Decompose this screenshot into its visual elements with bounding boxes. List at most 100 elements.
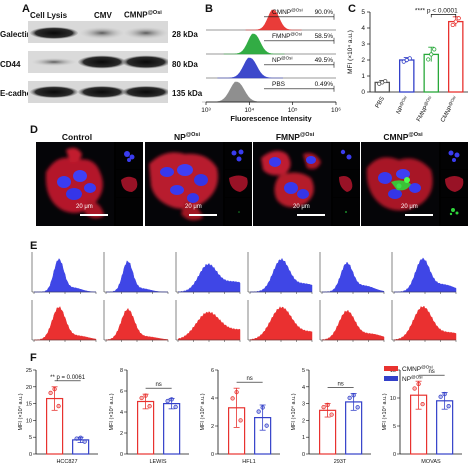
blot-image — [28, 21, 168, 103]
data-point — [234, 389, 239, 395]
y-tick-label: 5 — [393, 424, 396, 430]
track-label: PBS — [272, 81, 286, 88]
legend-label: NP@Osi — [402, 375, 422, 383]
y-axis-title: MFI (×10⁴ a.u.) — [199, 393, 206, 430]
x-tick-label: 10⁵ — [288, 107, 298, 114]
significance-label: ns — [246, 376, 252, 382]
y-tick-label: 2 — [361, 57, 365, 64]
micro-image-cmnp: 20 μm — [361, 142, 468, 226]
histogram-cmnp — [177, 311, 241, 341]
y-tick-label: 0 — [29, 452, 32, 458]
data-point — [351, 393, 356, 398]
data-point — [404, 57, 409, 63]
data-point — [355, 405, 360, 410]
kda-cd44: 80 kDa — [172, 60, 198, 69]
panel-label-d: D — [30, 124, 38, 136]
data-point — [416, 381, 421, 387]
micro-title-fmnp: FMNP@Osi — [275, 132, 315, 142]
y-tick-label: 5 — [29, 435, 32, 441]
bar — [136, 400, 155, 455]
y-tick-label: 10 — [390, 396, 396, 402]
data-point — [82, 439, 87, 444]
panel-label-f: F — [30, 352, 37, 364]
x-tick-label: CMNP@Osi — [438, 95, 459, 122]
y-tick-label: 15 — [26, 402, 32, 408]
data-point — [260, 405, 265, 410]
x-category-label: 293T — [334, 459, 347, 465]
data-point — [165, 398, 170, 404]
data-point — [52, 387, 57, 392]
bar — [163, 402, 181, 455]
histogram-cmnp — [249, 306, 313, 341]
data-point — [173, 404, 178, 410]
data-point — [74, 436, 79, 441]
x-tick-label: FMNP@Osi — [414, 95, 435, 122]
y-tick-label: 2 — [211, 424, 214, 430]
track-percent: 49.5% — [315, 57, 334, 64]
x-category-label: HCC827 — [56, 459, 77, 465]
data-point — [238, 418, 243, 423]
y-tick-label: 4 — [120, 410, 123, 416]
track-label: CMNP@Osi — [272, 8, 303, 16]
y-tick-label: 0 — [120, 452, 123, 458]
y-axis-title: MFI (×10⁴ a.u.) — [381, 393, 388, 430]
x-tick-label: 10⁶ — [331, 107, 341, 114]
y-tick-label: 6 — [120, 389, 123, 395]
bar — [398, 59, 415, 93]
significance-label: ** p = 0.0061 — [50, 375, 86, 381]
data-point — [143, 393, 148, 398]
data-point — [432, 47, 437, 52]
x-category-label: HFL1 — [242, 459, 255, 465]
micro-image-fmnp: 20 μm — [253, 142, 360, 226]
panel-label-c: C — [348, 3, 356, 15]
col-label-cell-lysis: Cell Lysis — [30, 11, 68, 20]
scale-bar — [80, 214, 108, 216]
data-point — [321, 404, 326, 410]
micro-title-np: NP@Osi — [173, 132, 201, 142]
y-tick-label: 4 — [211, 396, 214, 402]
kda-galectin3: 28 kDa — [172, 30, 198, 39]
row-label-cd44: CD44 — [0, 60, 21, 69]
data-point — [48, 390, 53, 396]
y-tick-label: 5 — [302, 368, 305, 374]
histogram-np — [105, 260, 168, 293]
y-tick-label: 2 — [120, 431, 123, 437]
x-tick-label: 10³ — [201, 107, 211, 114]
data-point — [139, 395, 144, 401]
panel-label-e: E — [30, 240, 38, 252]
row-label-ecadherin: E-cadherin — [0, 89, 42, 98]
data-point — [264, 423, 269, 428]
histogram-cmnp — [393, 305, 457, 341]
data-point — [383, 78, 388, 84]
panel-e-flow-histograms — [31, 252, 457, 342]
legend-swatch — [384, 366, 398, 371]
data-point — [78, 435, 83, 440]
data-point — [442, 391, 447, 397]
x-axis-title: Fluorescence Intensity — [230, 114, 312, 122]
kda-ecadherin: 135 kDa — [172, 89, 203, 98]
y-axis-title: MFI (×10⁴ a.u.) — [18, 393, 24, 430]
y-tick-label: 0 — [211, 452, 214, 458]
data-point — [438, 394, 443, 399]
y-tick-label: 2 — [302, 418, 305, 424]
y-tick-label: 3 — [361, 41, 365, 48]
histogram-np — [393, 257, 457, 293]
panel-label-b: B — [205, 3, 213, 15]
data-point — [426, 57, 431, 62]
y-tick-label: 20 — [26, 385, 32, 391]
data-point — [446, 404, 451, 409]
track-percent: 90.0% — [315, 9, 334, 16]
data-point — [453, 19, 458, 24]
y-tick-label: 1 — [361, 73, 365, 80]
significance-bracket — [430, 14, 457, 18]
x-tick-label: PBS — [375, 96, 386, 109]
legend-swatch — [384, 376, 398, 381]
legend-label: CMNP@Osi — [402, 365, 433, 373]
histogram-np — [33, 258, 97, 293]
col-label-cmnp-osi: CMNP@Osi — [124, 10, 162, 20]
y-axis-title: MFI (×10⁴ a.u.) — [347, 30, 354, 74]
panel-c-bar-chart: 0 1 2 3 4 5 MFI (×10⁴ a.u.) PBS NP@OsiFMNP@OsiCM… — [347, 7, 468, 122]
data-point — [347, 395, 352, 401]
data-point — [325, 402, 330, 408]
micro-image-np: 20 μm — [145, 142, 252, 226]
